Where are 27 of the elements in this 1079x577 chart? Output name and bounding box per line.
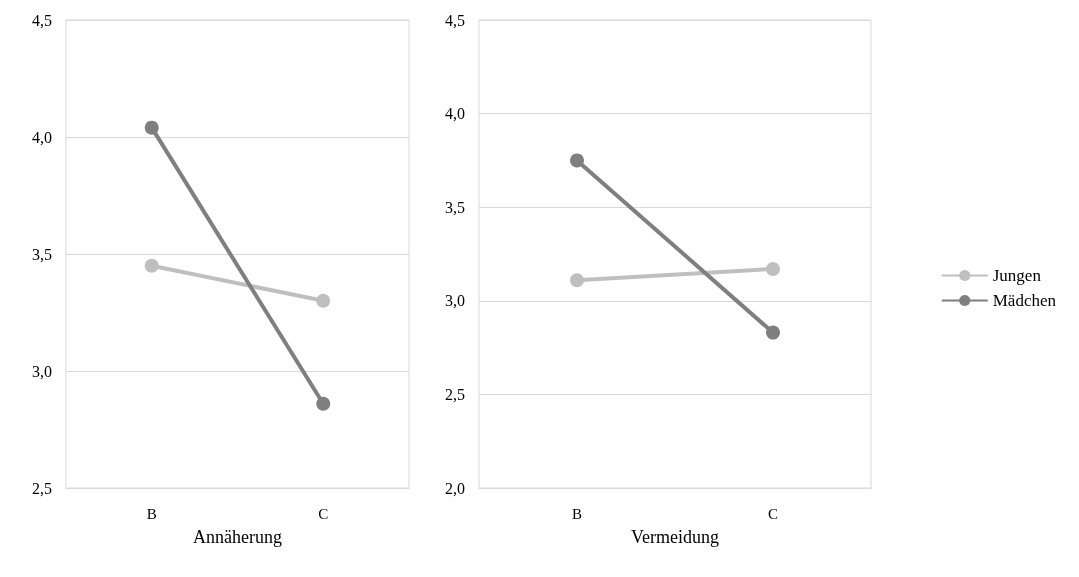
y-tick-label: 4,5 — [445, 11, 465, 29]
y-tick-label: 4,0 — [32, 128, 52, 146]
point — [766, 261, 780, 276]
y-tick-label: 3,5 — [32, 245, 52, 263]
y-tick-label: 2,0 — [445, 479, 465, 497]
y-tick-label: 2,5 — [445, 385, 465, 403]
y-tick-label: 2,5 — [32, 479, 52, 497]
y-tick-label: 3,0 — [32, 362, 52, 380]
x-tick-label: C — [767, 505, 779, 522]
x-tick-label: B — [146, 505, 157, 522]
legend-label: Jungen — [992, 266, 1042, 285]
x-tick-label: B — [571, 505, 583, 522]
point — [570, 273, 584, 288]
point — [144, 120, 159, 135]
y-tick-label: 3,5 — [445, 198, 465, 216]
point — [316, 396, 331, 411]
point — [570, 153, 584, 168]
point — [766, 325, 780, 340]
y-tick-label: 3,0 — [445, 292, 465, 310]
point — [144, 258, 159, 273]
x-axis-title: Annäherung — [193, 527, 282, 547]
y-tick-label: 4,0 — [445, 105, 465, 123]
point — [316, 293, 331, 308]
x-tick-label: C — [318, 505, 329, 522]
x-axis-title: Vermeidung — [631, 527, 719, 547]
y-tick-label: 4,5 — [32, 11, 52, 29]
legend-label: Mädchen — [992, 291, 1057, 310]
